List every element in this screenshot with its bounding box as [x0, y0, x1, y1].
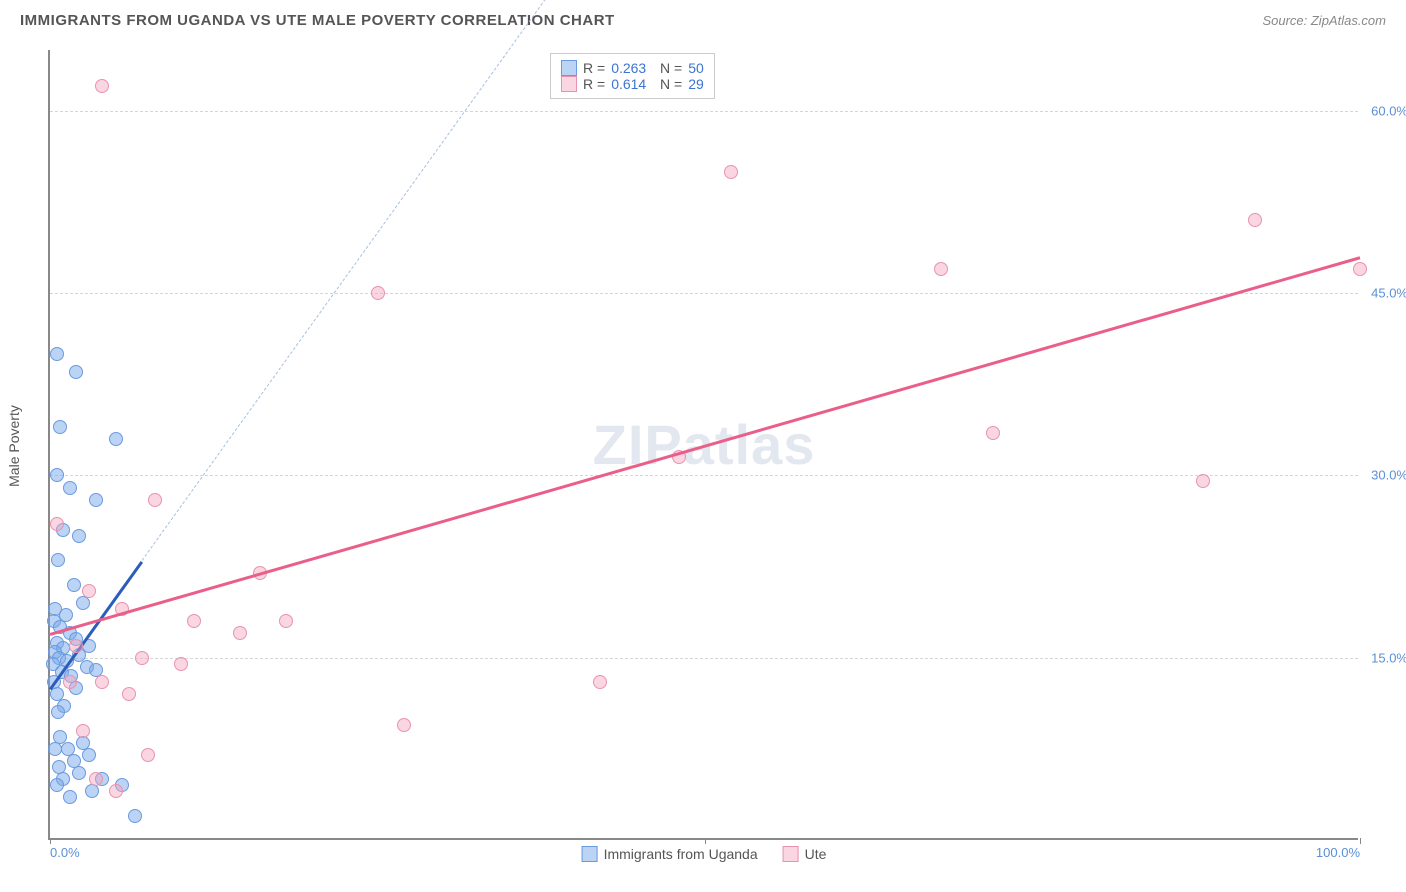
y-tick-label: 15.0% — [1363, 650, 1406, 665]
data-point — [76, 724, 90, 738]
stat-n-value: 29 — [688, 76, 704, 92]
stats-row: R = 0.614 N = 29 — [561, 76, 704, 92]
data-point — [51, 553, 65, 567]
data-point — [174, 657, 188, 671]
data-point — [72, 529, 86, 543]
data-point — [82, 584, 96, 598]
data-point — [67, 578, 81, 592]
y-tick-label: 30.0% — [1363, 468, 1406, 483]
data-point — [89, 772, 103, 786]
data-point — [82, 748, 96, 762]
data-point — [279, 614, 293, 628]
chart-header: IMMIGRANTS FROM UGANDA VS UTE MALE POVER… — [0, 0, 1406, 40]
data-point — [63, 790, 77, 804]
data-point — [141, 748, 155, 762]
stat-r-value: 0.614 — [611, 76, 646, 92]
data-point — [148, 493, 162, 507]
data-point — [128, 809, 142, 823]
data-point — [53, 420, 67, 434]
data-point — [85, 784, 99, 798]
legend-label: Ute — [805, 846, 827, 862]
stat-r-value: 0.263 — [611, 60, 646, 76]
legend-label: Immigrants from Uganda — [604, 846, 758, 862]
data-point — [135, 651, 149, 665]
plot-area: ZIPatlas R = 0.263 N = 50R = 0.614 N = 2… — [48, 50, 1358, 840]
legend-swatch-icon — [561, 60, 577, 76]
gridline — [50, 658, 1358, 659]
data-point — [89, 493, 103, 507]
x-tick-label: 100.0% — [1316, 845, 1360, 860]
legend-swatch-icon — [582, 846, 598, 862]
legend: Immigrants from Uganda Ute — [582, 846, 827, 862]
data-point — [50, 778, 64, 792]
data-point — [371, 286, 385, 300]
gridline — [50, 475, 1358, 476]
data-point — [95, 79, 109, 93]
x-tick-mark — [50, 838, 51, 844]
stat-n-label: N = — [652, 76, 682, 92]
correlation-stats-box: R = 0.263 N = 50R = 0.614 N = 29 — [550, 53, 715, 99]
data-point — [109, 432, 123, 446]
data-point — [122, 687, 136, 701]
data-point — [63, 675, 77, 689]
stat-r-label: R = — [583, 76, 605, 92]
data-point — [63, 481, 77, 495]
stats-row: R = 0.263 N = 50 — [561, 60, 704, 76]
data-point — [50, 517, 64, 531]
y-axis-label: Male Poverty — [6, 405, 22, 487]
data-point — [397, 718, 411, 732]
data-point — [76, 596, 90, 610]
gridline — [50, 293, 1358, 294]
data-point — [50, 468, 64, 482]
x-tick-mark — [705, 838, 706, 844]
data-point — [187, 614, 201, 628]
y-tick-label: 60.0% — [1363, 103, 1406, 118]
legend-swatch-icon — [783, 846, 799, 862]
data-point — [50, 347, 64, 361]
data-point — [1353, 262, 1367, 276]
stat-r-label: R = — [583, 60, 605, 76]
source-attribution: Source: ZipAtlas.com — [1262, 13, 1386, 28]
data-point — [69, 365, 83, 379]
data-point — [51, 705, 65, 719]
legend-swatch-icon — [561, 76, 577, 92]
y-tick-label: 45.0% — [1363, 286, 1406, 301]
trend-line — [50, 257, 1361, 636]
stat-n-label: N = — [652, 60, 682, 76]
legend-item: Ute — [783, 846, 827, 862]
data-point — [934, 262, 948, 276]
data-point — [724, 165, 738, 179]
stat-n-value: 50 — [688, 60, 704, 76]
x-tick-mark — [1360, 838, 1361, 844]
data-point — [109, 784, 123, 798]
data-point — [1196, 474, 1210, 488]
gridline — [50, 111, 1358, 112]
data-point — [233, 626, 247, 640]
data-point — [986, 426, 1000, 440]
x-tick-label: 0.0% — [50, 845, 80, 860]
data-point — [593, 675, 607, 689]
data-point — [72, 766, 86, 780]
data-point — [48, 742, 62, 756]
data-point — [1248, 213, 1262, 227]
data-point — [69, 639, 83, 653]
data-point — [95, 675, 109, 689]
legend-item: Immigrants from Uganda — [582, 846, 758, 862]
